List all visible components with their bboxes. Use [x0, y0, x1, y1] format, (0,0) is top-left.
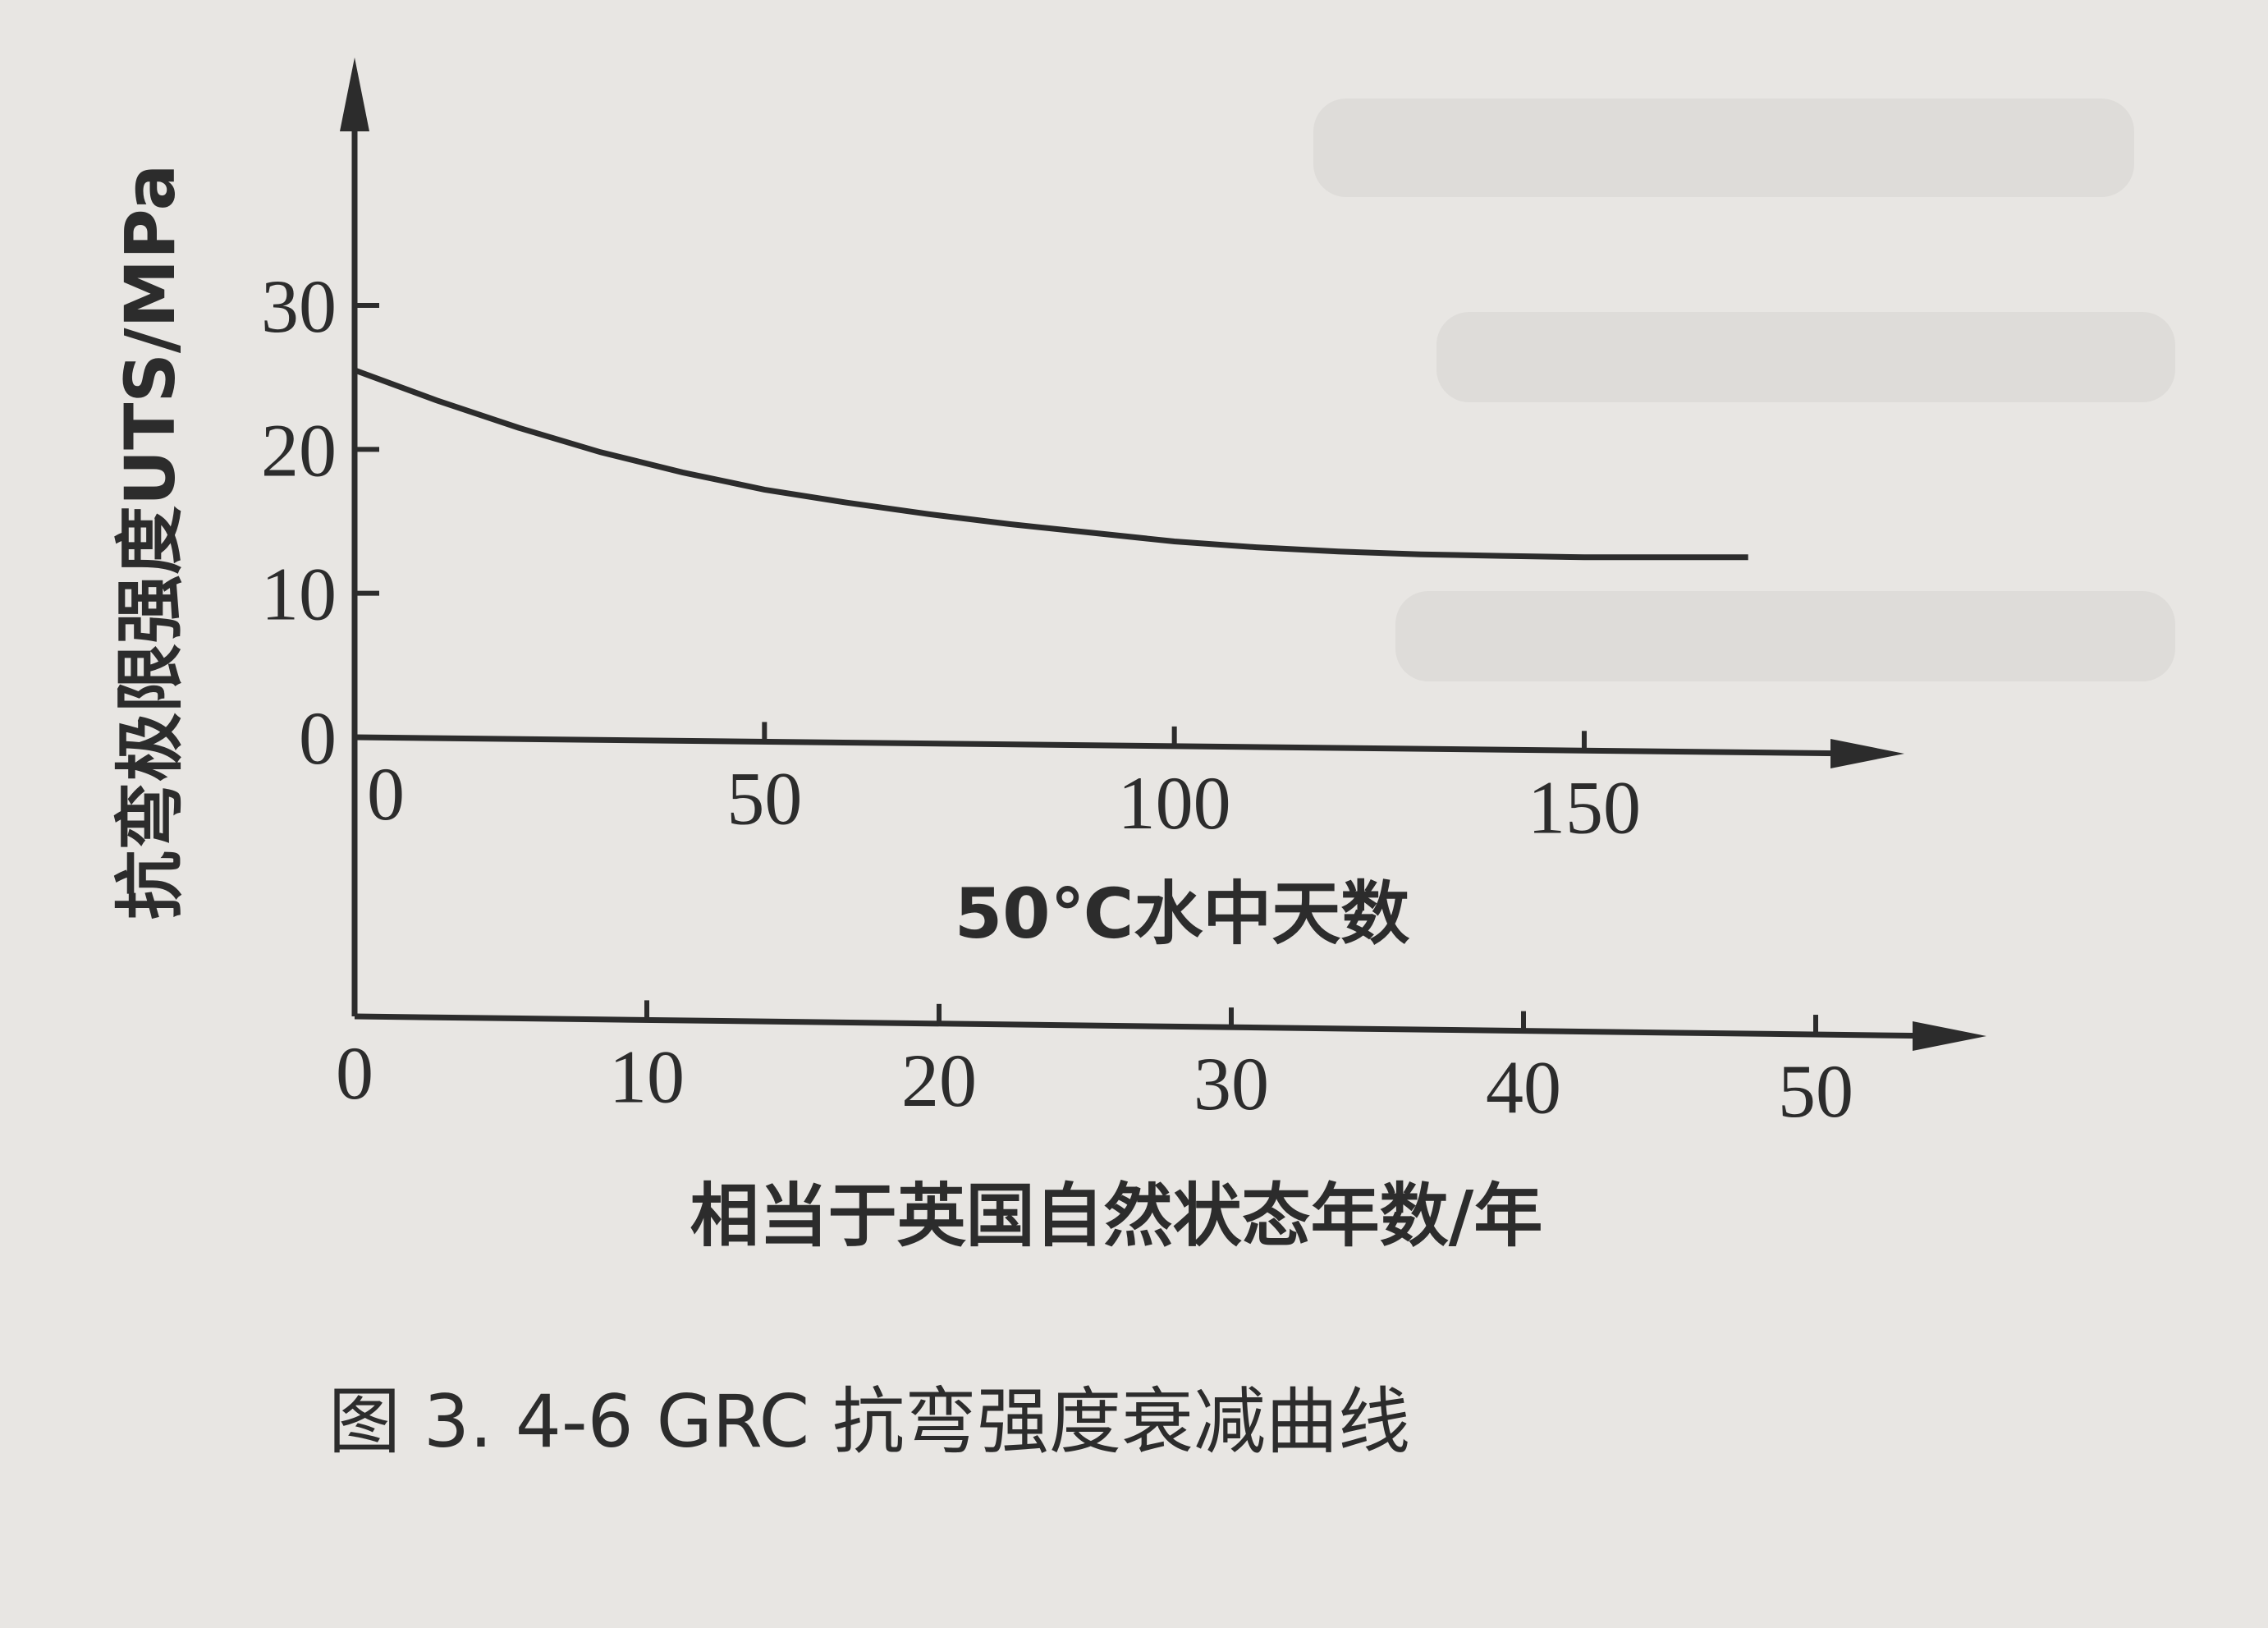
y-tick-label: 30	[261, 264, 337, 348]
x-axis-line	[354, 734, 1864, 757]
x-axis-arrow	[1830, 739, 1904, 768]
x2-tick-label: 0	[336, 1031, 373, 1115]
x-tick-label: 100	[1118, 761, 1231, 845]
y-tick-label: 10	[261, 553, 337, 636]
x-tick-label: 0	[367, 752, 405, 836]
x2-tick-label: 20	[901, 1039, 977, 1122]
x-axis-label: 50℃水中天数	[955, 874, 1410, 954]
bleed-through-text	[1313, 99, 2134, 197]
strength-decay-curve	[353, 367, 1748, 561]
y-axis-label: 抗弯极限强度UTS/MPa	[110, 164, 190, 919]
figure-caption: 图 3. 4-6 GRC 抗弯强度衰减曲线	[328, 1379, 1410, 1464]
x2-tick-label: 30	[1194, 1042, 1269, 1126]
y-tick-label: 20	[261, 408, 337, 492]
bleed-through-text	[1395, 591, 2175, 681]
x2-tick-label: 10	[609, 1034, 685, 1118]
x2-axis-arrow	[1913, 1021, 1986, 1051]
x2-tick-label: 40	[1486, 1046, 1561, 1130]
x-tick-label: 50	[726, 756, 802, 840]
y-tick-label: 0	[299, 696, 337, 780]
y-axis-arrow	[340, 57, 369, 131]
x2-tick-label: 50	[1778, 1049, 1853, 1133]
bleed-through-text	[1436, 312, 2175, 402]
x-tick-label: 150	[1528, 765, 1641, 849]
x2-axis-label: 相当于英国自然状态年数/年	[690, 1176, 1543, 1256]
x2-axis-line	[354, 1013, 1946, 1039]
